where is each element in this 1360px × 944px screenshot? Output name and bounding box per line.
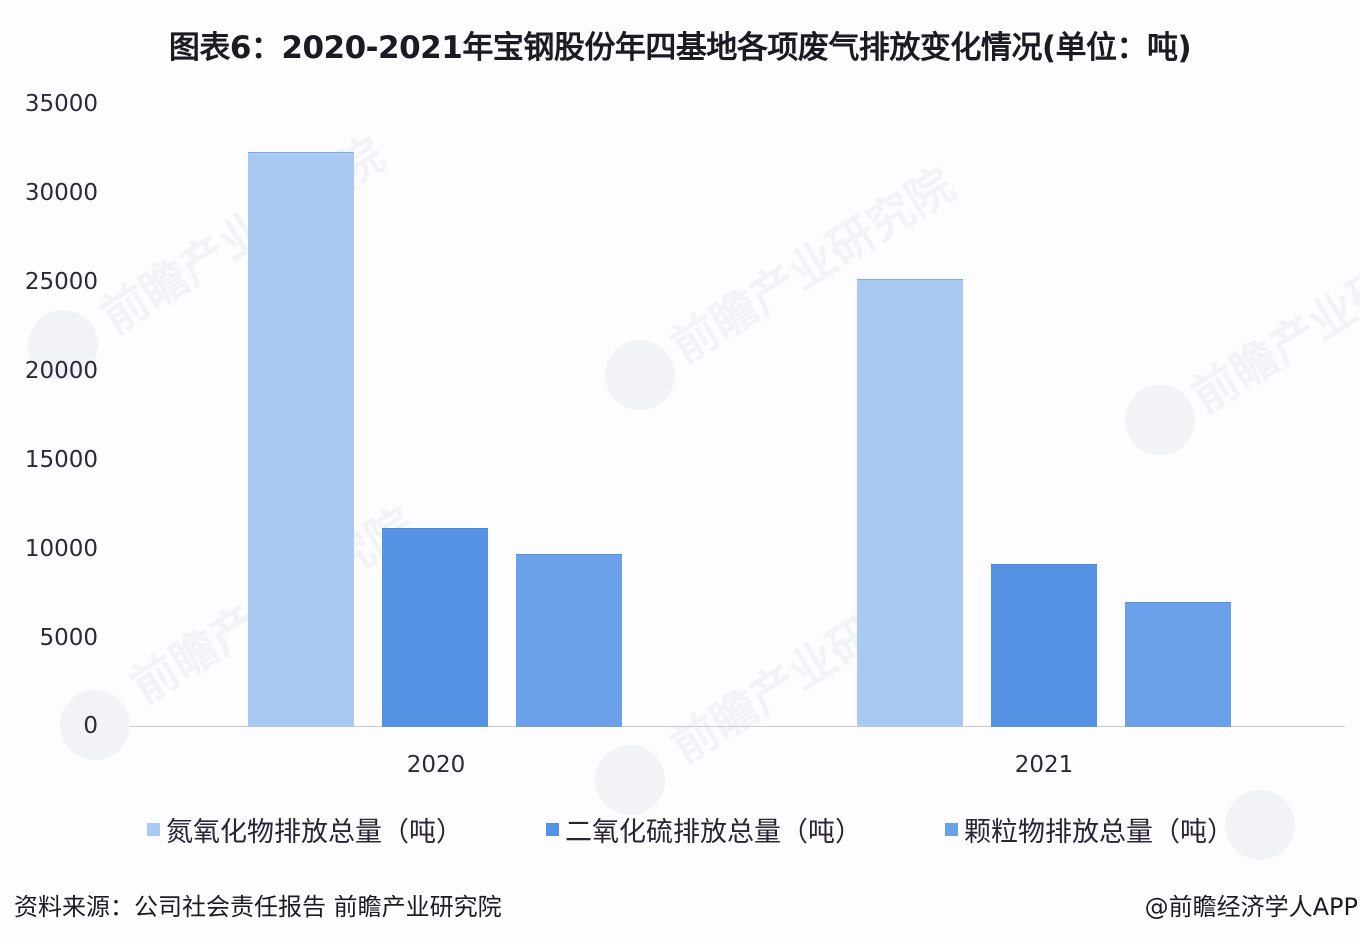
legend-label: 二氧化硫排放总量（吨） — [565, 817, 862, 848]
credit-note: @前瞻经济学人APP — [1144, 893, 1358, 921]
legend-item-so2: 二氧化硫排放总量（吨） — [546, 810, 862, 849]
bar-2020-2 — [382, 528, 488, 727]
x-axis-line — [130, 726, 1345, 727]
legend-label: 氮氧化物排放总量（吨） — [166, 817, 463, 848]
watermark-logo-icon — [1125, 385, 1195, 455]
y-tick-label: 10000 — [24, 536, 98, 562]
y-tick-label: 0 — [83, 713, 98, 739]
bar-2021-3 — [1125, 601, 1231, 727]
watermark-logo-icon — [605, 340, 675, 410]
y-tick-label: 15000 — [24, 447, 98, 473]
y-tick-label: 30000 — [24, 180, 98, 206]
x-tick-label: 2021 — [1014, 752, 1074, 778]
watermark-text: 前瞻产业研究院 — [1181, 207, 1360, 424]
bar-2020-3 — [516, 553, 622, 727]
source-note: 资料来源：公司社会责任报告 前瞻产业研究院 — [14, 893, 502, 921]
legend-label: 颗粒物排放总量（吨） — [964, 817, 1234, 848]
watermark-logo-icon — [595, 745, 665, 815]
x-tick-label: 2020 — [406, 752, 466, 778]
legend-item-nox: 氮氧化物排放总量（吨） — [147, 810, 463, 849]
y-tick-label: 5000 — [39, 625, 98, 651]
legend: 氮氧化物排放总量（吨） 二氧化硫排放总量（吨） 颗粒物排放总量（吨） — [0, 810, 1360, 849]
bar-2021-1 — [857, 279, 963, 727]
legend-swatch-icon — [945, 823, 958, 836]
legend-item-pm: 颗粒物排放总量（吨） — [945, 810, 1234, 849]
legend-swatch-icon — [147, 823, 160, 836]
legend-swatch-icon — [546, 823, 559, 836]
bar-2021-2 — [991, 563, 1097, 727]
chart-title: 图表6：2020-2021年宝钢股份年四基地各项废气排放变化情况(单位：吨) — [168, 30, 1192, 66]
y-tick-label: 20000 — [24, 358, 98, 384]
y-tick-label: 25000 — [24, 269, 98, 295]
y-tick-label: 35000 — [24, 91, 98, 117]
bar-2020-1 — [248, 151, 354, 727]
